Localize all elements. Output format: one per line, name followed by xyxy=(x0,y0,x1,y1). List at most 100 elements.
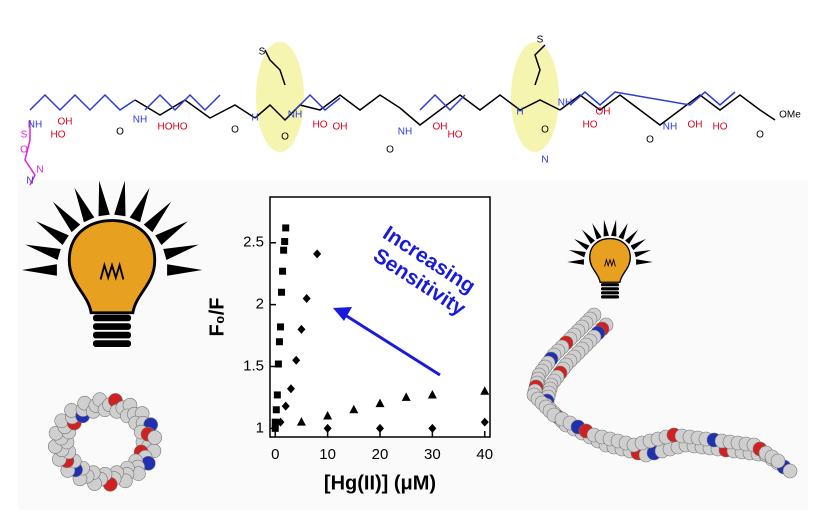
filament xyxy=(99,261,125,281)
atom-label: O xyxy=(646,135,654,146)
x-axis-label: [Hg(II)] (μM) xyxy=(324,472,436,494)
light-ray xyxy=(21,264,57,276)
atom-label: S xyxy=(537,35,544,46)
diamond-marker xyxy=(302,293,311,303)
x-tick-label: 20 xyxy=(372,446,389,463)
side-chain xyxy=(264,49,286,86)
light-ray xyxy=(618,223,628,240)
atom-label: NH xyxy=(288,110,302,121)
backbone xyxy=(29,93,136,112)
light-ray xyxy=(634,249,652,258)
square-marker xyxy=(271,424,279,432)
filament xyxy=(604,258,616,268)
atom-label: O xyxy=(756,130,764,141)
light-ray xyxy=(603,219,609,237)
dansyl xyxy=(24,120,36,186)
arrow-head xyxy=(333,307,352,321)
atom-label: OH xyxy=(596,107,611,118)
bulb-base xyxy=(601,291,619,295)
square-marker xyxy=(272,406,280,414)
atom-label: H xyxy=(516,107,523,118)
square-marker xyxy=(278,288,286,296)
light-ray xyxy=(98,180,110,217)
triangle-marker xyxy=(401,392,411,401)
diamond-marker xyxy=(376,423,384,433)
triangle-marker xyxy=(349,404,359,414)
triangle-marker xyxy=(427,389,437,399)
backbone xyxy=(134,99,256,119)
atom-label: OH xyxy=(333,122,348,133)
light-bulb xyxy=(567,219,653,299)
side-chain xyxy=(534,44,546,86)
atom-label: NH xyxy=(28,120,42,131)
atom-label: O xyxy=(231,125,239,136)
atom-label: S xyxy=(259,47,266,58)
x-tick-label: 0 xyxy=(271,446,279,463)
x-tick-label: 10 xyxy=(319,446,336,463)
atom-label: O xyxy=(281,132,289,143)
square-marker xyxy=(273,391,281,399)
atom-label: OH xyxy=(688,120,703,131)
bulb-base xyxy=(601,295,619,299)
molecule xyxy=(24,44,776,186)
bulb-base xyxy=(601,283,619,287)
triangle-marker xyxy=(480,386,490,395)
y-tick-label: 2.5 xyxy=(243,234,264,251)
atom-label: HO xyxy=(448,130,463,141)
annotation-arrow xyxy=(344,313,441,377)
y-axis-label: F₀/F xyxy=(206,297,228,336)
square-marker xyxy=(276,323,284,331)
diamond-marker xyxy=(323,423,332,433)
bulb-base xyxy=(93,331,131,339)
triangle-marker xyxy=(296,417,306,426)
light-ray xyxy=(52,201,81,233)
square-marker xyxy=(280,246,288,254)
diamond-marker xyxy=(428,423,437,433)
atom-label: O xyxy=(116,127,124,138)
diamond-marker xyxy=(480,417,489,427)
triangle-marker xyxy=(375,398,385,408)
plot-frame xyxy=(269,196,491,438)
x-tick-label: 40 xyxy=(476,446,493,463)
atom-label: O xyxy=(541,125,549,136)
light-ray xyxy=(129,187,150,223)
atom-label: NH xyxy=(558,98,572,109)
square-marker xyxy=(274,360,282,368)
atom-label: NH xyxy=(133,115,147,126)
decoration xyxy=(21,180,798,492)
backbone xyxy=(559,94,776,126)
bulb-base xyxy=(93,340,131,347)
light-ray xyxy=(625,229,638,245)
square-marker xyxy=(271,418,279,426)
light-ray xyxy=(143,201,172,233)
atom-label: S xyxy=(21,130,28,141)
light-ray xyxy=(582,229,595,245)
light-ray xyxy=(167,264,203,276)
light-ray xyxy=(163,244,199,260)
atom-label: H xyxy=(251,113,258,124)
atom-label: HO xyxy=(51,130,66,141)
light-ray xyxy=(25,244,61,260)
atom-label: HO xyxy=(583,120,598,131)
square-marker xyxy=(281,238,289,246)
atom-label: HO xyxy=(713,122,728,133)
light-ray xyxy=(568,249,586,258)
y-tick-label: 1 xyxy=(256,419,264,436)
atom-label: HO xyxy=(313,120,328,131)
atom-label: HO xyxy=(173,122,188,133)
backbone xyxy=(144,93,221,112)
square-marker xyxy=(279,267,287,275)
atom-label: OMe xyxy=(779,110,801,121)
y-tick-label: 2 xyxy=(256,296,264,313)
light-ray xyxy=(630,238,646,251)
diamond-marker xyxy=(286,384,295,394)
x-tick-label: 30 xyxy=(424,446,441,463)
backbone xyxy=(569,91,736,106)
backbone xyxy=(294,93,341,112)
atom-sphere xyxy=(147,430,163,445)
highlight xyxy=(511,42,559,152)
square-marker xyxy=(275,338,283,346)
diamond-marker xyxy=(281,401,290,411)
diamond-marker xyxy=(313,249,322,259)
light-ray xyxy=(36,221,69,246)
